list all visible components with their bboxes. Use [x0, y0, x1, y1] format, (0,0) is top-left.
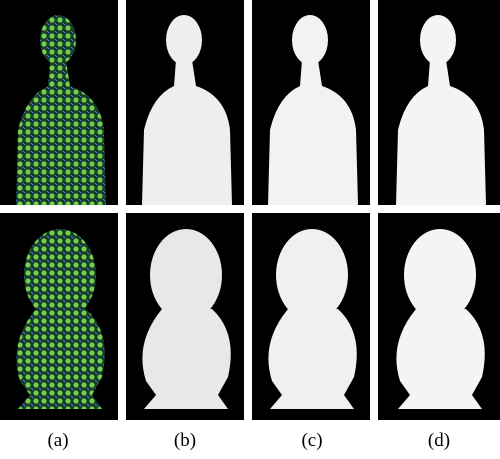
- figure: (a) (b) (c) (d): [0, 0, 500, 459]
- panel-label: (d): [428, 430, 450, 451]
- panel-label: (a): [47, 430, 68, 451]
- panel-c2: [252, 213, 370, 420]
- panel-a1: [0, 0, 118, 205]
- panel-b2: [126, 213, 244, 420]
- panel-d1: [378, 0, 500, 205]
- panel-d2: [378, 213, 500, 420]
- panel-b1: [126, 0, 244, 205]
- panel-label: (c): [301, 430, 322, 451]
- panel-a2: [0, 213, 118, 420]
- panel-c1: [252, 0, 370, 205]
- panel-label: (b): [174, 430, 196, 451]
